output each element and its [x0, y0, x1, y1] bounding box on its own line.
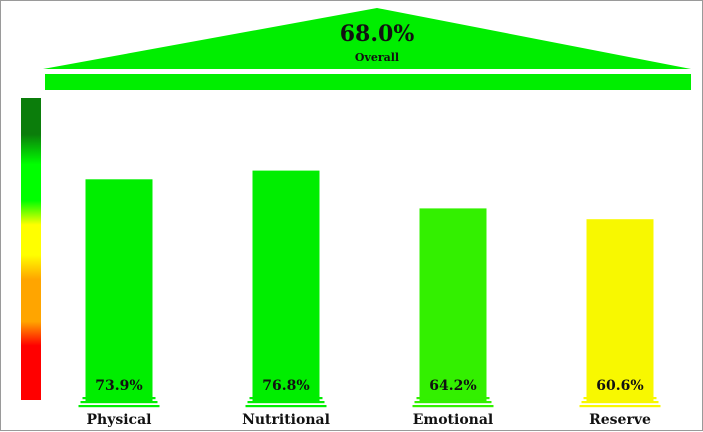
category-label-physical: Physical [87, 412, 152, 428]
column-base-step-physical [82, 397, 156, 400]
column-base-step-reserve [581, 401, 659, 404]
column-base-step-reserve [583, 397, 657, 400]
columns-group: 73.9% Physical 76.8% Nutritional 64.2% Emotio… [78, 170, 661, 428]
value-label-nutritional: 76.8% [262, 378, 309, 394]
category-label-emotional: Emotional [413, 412, 494, 428]
column-bar-nutritional [252, 170, 320, 401]
value-label-emotional: 64.2% [429, 378, 476, 394]
column-base-step-nutritional [249, 397, 323, 400]
overall-label: Overall [355, 51, 399, 64]
column-base-step-nutritional [245, 405, 327, 408]
overall-roof [43, 8, 691, 69]
category-label-nutritional: Nutritional [242, 412, 330, 428]
column-base-step-reserve [579, 405, 661, 408]
color-scale-bar [21, 98, 41, 400]
column-base-step-emotional [416, 397, 490, 400]
column-bar-physical [85, 179, 153, 401]
column-bar-emotional [419, 208, 487, 401]
column-base-step-nutritional [247, 401, 325, 404]
column-bar-reserve [586, 219, 654, 401]
column-base-step-physical [80, 401, 158, 404]
category-label-reserve: Reserve [589, 412, 651, 428]
overall-beam [45, 74, 691, 90]
column-base-step-emotional [412, 405, 494, 408]
value-label-physical: 73.9% [95, 378, 142, 394]
column-base-step-emotional [414, 401, 492, 404]
value-label-reserve: 60.6% [596, 378, 643, 394]
column-base-step-physical [78, 405, 160, 408]
overall-value: 68.0% [340, 21, 415, 47]
